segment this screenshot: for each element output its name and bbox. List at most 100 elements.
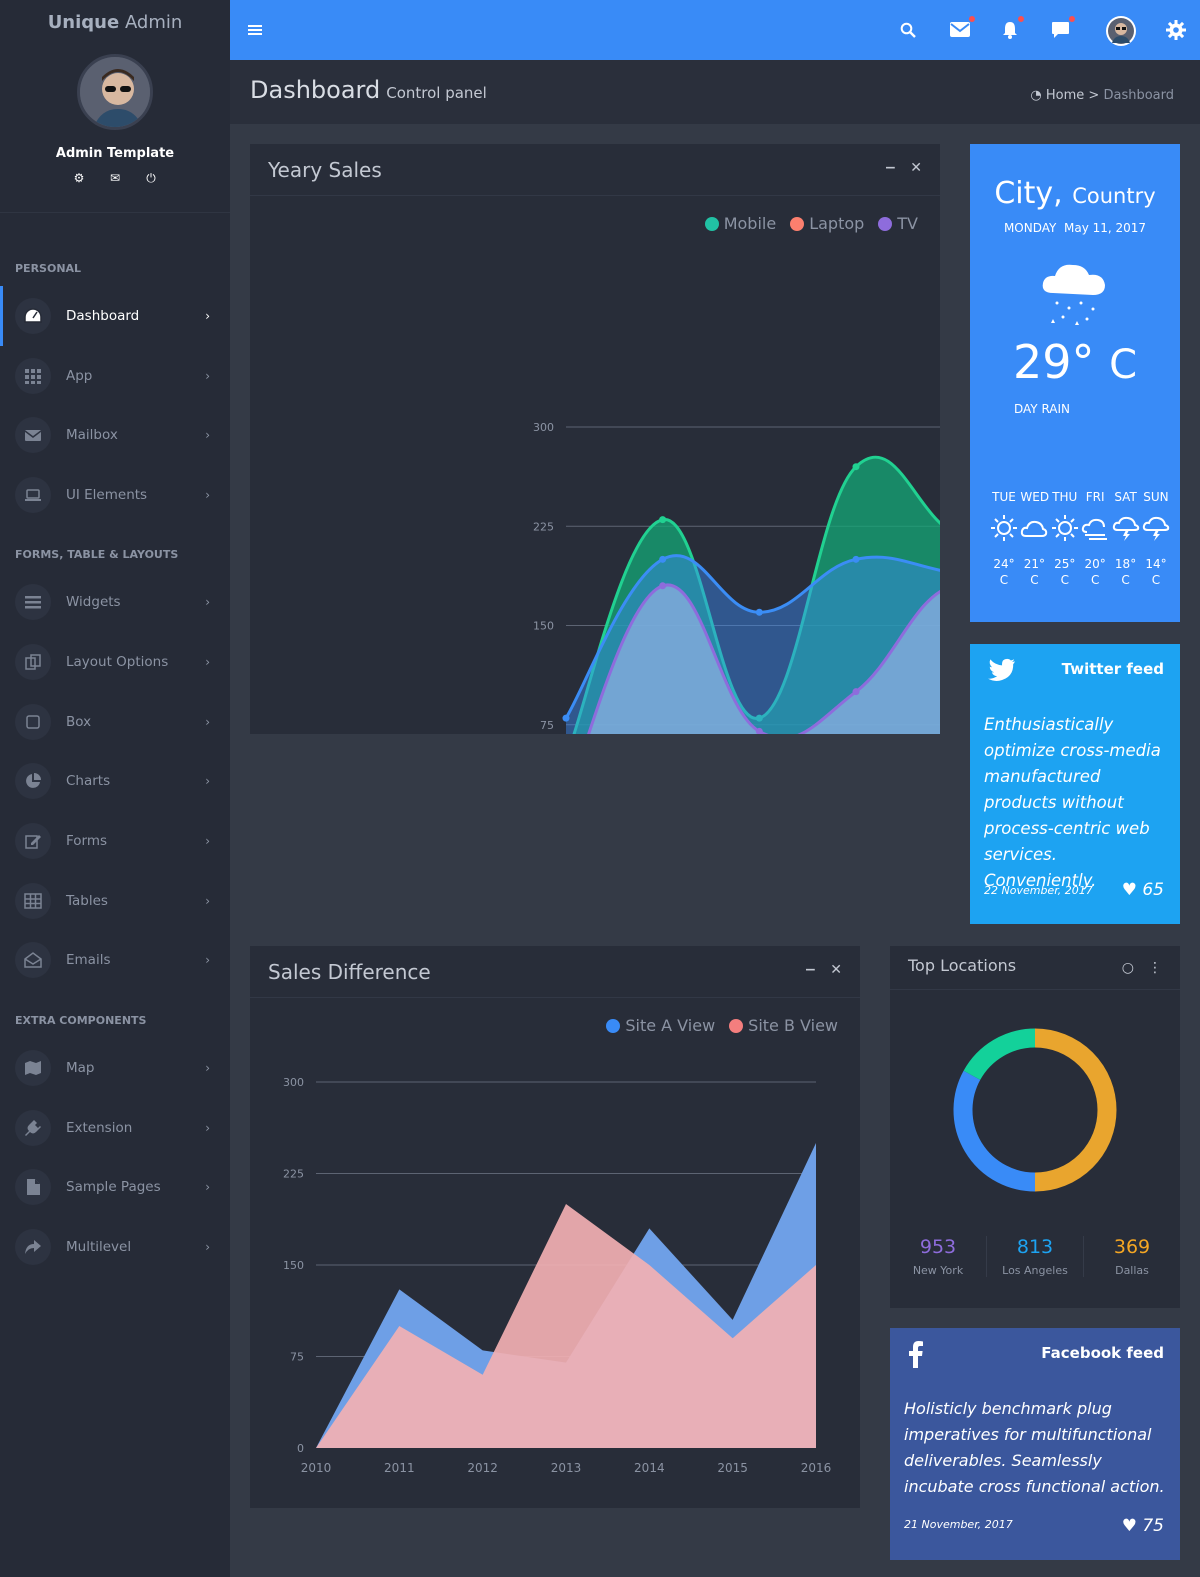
sidebar-item-ui-elements[interactable]: UI Elements › — [0, 465, 230, 525]
weather-date: MONDAY May 11, 2017 — [1003, 221, 1147, 235]
data-point[interactable] — [562, 714, 570, 722]
plug-icon — [15, 1110, 51, 1146]
x-tick-label: 2015 — [717, 1461, 748, 1475]
legend-item-laptop[interactable]: Laptop — [790, 214, 864, 233]
breadcrumb-separator: > — [1088, 88, 1100, 103]
weather-widget: City, Country MONDAY May 11, 2017 29° C … — [970, 144, 1180, 622]
sidebar-item-box[interactable]: Box › — [0, 692, 230, 752]
sidebar-item-map[interactable]: Map › — [0, 1038, 230, 1098]
y-tick-label: 150 — [533, 620, 554, 633]
forecast-temp: 21° — [1023, 557, 1046, 571]
donut-slice[interactable] — [1034, 1028, 1117, 1192]
y-tick-label: 300 — [533, 421, 554, 434]
chevron-right-icon: › — [205, 595, 210, 609]
sidebar-item-sample-pages[interactable]: Sample Pages › — [0, 1157, 230, 1217]
user-links: ⚙ ✉ ⏻ — [0, 171, 230, 213]
y-tick-label: 0 — [297, 1442, 304, 1455]
sidebar-item-forms[interactable]: Forms › — [0, 811, 230, 871]
copy-icon — [15, 644, 51, 680]
close-icon[interactable]: ✕ — [910, 160, 922, 176]
storm-icon — [1142, 516, 1170, 541]
brand-logo[interactable]: Unique Admin — [47, 12, 183, 33]
data-point[interactable] — [755, 727, 763, 734]
search-icon[interactable] — [900, 22, 916, 42]
yearly-sales-legend: Mobile Laptop TV — [704, 214, 918, 233]
sales-difference-legend: Site A View Site B View — [606, 1016, 838, 1035]
mail-icon[interactable] — [950, 22, 970, 41]
forecast-day: SAT 18° C — [1112, 490, 1140, 587]
facebook-like[interactable]: ♥ 75 — [1121, 1516, 1164, 1536]
breadcrumb-home[interactable]: Home — [1045, 88, 1085, 103]
sidebar-item-emails[interactable]: Emails › — [0, 930, 230, 990]
envelope-icon — [15, 417, 51, 453]
location-label: New York — [912, 1264, 964, 1277]
data-point[interactable] — [659, 555, 667, 563]
edit-icon — [15, 823, 51, 859]
chat-icon[interactable] — [1051, 21, 1070, 43]
sidebar-item-layout-options[interactable]: Layout Options › — [0, 632, 230, 692]
sidebar-item-app[interactable]: App › — [0, 346, 230, 406]
hamburger-icon[interactable] — [248, 21, 262, 40]
legend-item-tv[interactable]: TV — [878, 214, 918, 233]
sidebar-item-mailbox[interactable]: Mailbox › — [0, 405, 230, 465]
data-point[interactable] — [755, 714, 763, 722]
y-tick-label: 150 — [283, 1259, 304, 1272]
data-point[interactable] — [852, 555, 860, 563]
forecast-temp: 18° — [1114, 557, 1137, 571]
forecast-day: SUN 14° C — [1142, 490, 1170, 587]
facebook-f-icon[interactable] — [908, 1340, 924, 1368]
sidebar-item-multilevel[interactable]: Multilevel › — [0, 1217, 230, 1277]
top-locations-box: Top Locations ○ ⋮ 953 New York 813 Los Angel… — [890, 946, 1180, 1308]
location-label: Dallas — [1115, 1264, 1149, 1277]
menu-section-extra: EXTRA COMPONENTS — [15, 1014, 147, 1027]
minimize-icon[interactable]: − — [884, 160, 897, 176]
minimize-icon[interactable]: − — [804, 962, 817, 978]
data-point[interactable] — [852, 463, 860, 471]
more-vertical-icon[interactable]: ⋮ — [1148, 960, 1162, 976]
open-envelope-icon — [15, 942, 51, 978]
power-icon[interactable]: ⏻ — [146, 171, 156, 185]
twitter-feed-title: Twitter feed — [1061, 660, 1164, 678]
sidebar-item-tables[interactable]: Tables › — [0, 871, 230, 931]
refresh-circle-icon[interactable]: ○ — [1121, 960, 1134, 976]
sidebar-item-label: Tables — [66, 893, 108, 909]
chevron-right-icon: › — [205, 1121, 210, 1135]
data-point[interactable] — [852, 688, 860, 696]
bell-icon[interactable] — [1002, 21, 1018, 43]
pie-chart-icon — [15, 763, 51, 799]
legend-item-site-a[interactable]: Site A View — [606, 1016, 715, 1035]
sidebar-item-label: Extension — [66, 1120, 133, 1136]
facebook-feed-title: Facebook feed — [1041, 1344, 1164, 1362]
legend-item-mobile[interactable]: Mobile — [704, 214, 776, 233]
sidebar-item-charts[interactable]: Charts › — [0, 751, 230, 811]
forecast-day-label: WED — [1020, 490, 1050, 504]
gear-icon[interactable]: ⚙ — [73, 171, 85, 185]
share-icon — [15, 1229, 51, 1265]
user-avatar-small[interactable] — [1106, 16, 1136, 50]
sidebar-item-label: Map — [66, 1060, 95, 1076]
user-name: Admin Template — [55, 146, 175, 161]
close-icon[interactable]: ✕ — [830, 962, 842, 978]
user-avatar[interactable] — [77, 54, 153, 130]
forecast-temp: 20° — [1084, 557, 1106, 571]
settings-gear-icon[interactable] — [1166, 20, 1186, 44]
data-point[interactable] — [755, 608, 763, 616]
breadcrumb-current: Dashboard — [1103, 88, 1174, 103]
sidebar-item-label: Widgets — [66, 594, 121, 610]
data-point[interactable] — [659, 516, 667, 524]
donut-slice[interactable] — [963, 1028, 1036, 1081]
sidebar-item-extension[interactable]: Extension › — [0, 1098, 230, 1158]
menu-section-forms: FORMS, TABLE & LAYOUTS — [15, 548, 179, 561]
legend-item-site-b[interactable]: Site B View — [729, 1016, 838, 1035]
sidebar-item-widgets[interactable]: Widgets › — [0, 572, 230, 632]
donut-slice[interactable] — [953, 1070, 1036, 1192]
forecast-unit: C — [1121, 573, 1130, 587]
data-point[interactable] — [659, 582, 667, 590]
envelope-icon[interactable]: ✉ — [109, 171, 121, 185]
twitter-bird-icon[interactable] — [988, 658, 1016, 682]
sidebar-item-label: Emails — [66, 952, 111, 968]
sidebar-item-dashboard[interactable]: Dashboard › — [0, 286, 230, 346]
page-subtitle: Control panel — [386, 84, 487, 102]
forecast-day: FRI 20° C — [1081, 490, 1109, 587]
twitter-like[interactable]: ♥ 65 — [1121, 880, 1164, 900]
